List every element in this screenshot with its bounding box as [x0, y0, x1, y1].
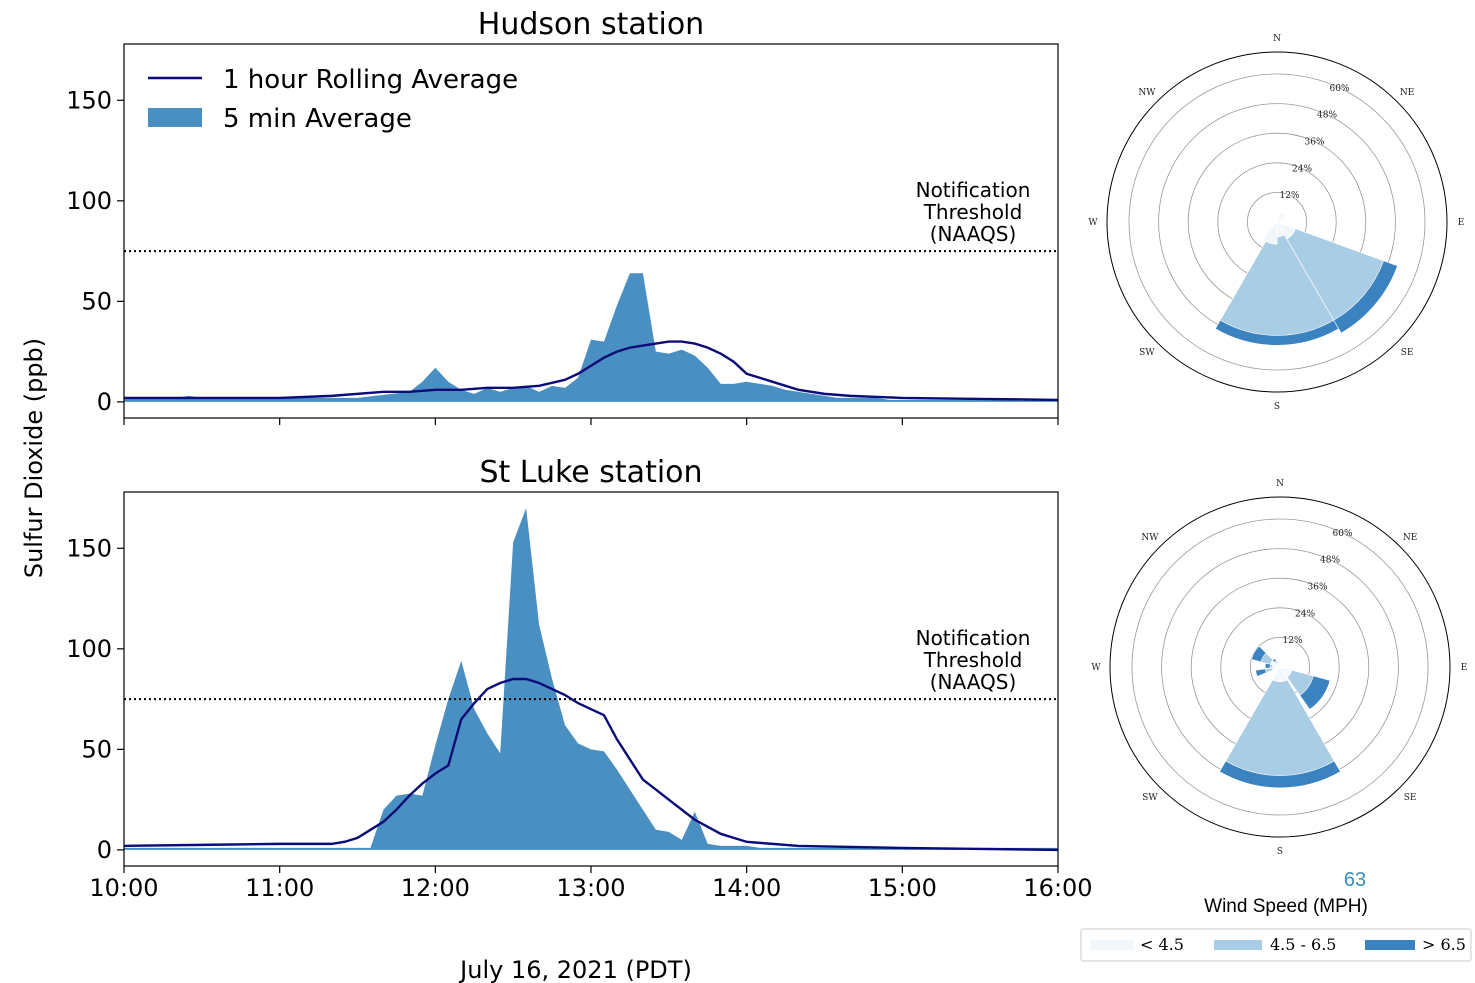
rose-direction-label: S — [1274, 402, 1280, 412]
x-tick-label: 11:00 — [245, 874, 314, 902]
page-number: 63 — [1344, 869, 1366, 891]
rose-sector-mid — [1219, 221, 1335, 336]
rose-ring-label: 24% — [1292, 164, 1312, 174]
rose-direction-label: S — [1277, 847, 1283, 857]
wind-legend-swatch-low — [1090, 940, 1134, 950]
rose-ring — [1128, 73, 1426, 371]
rose-sector-low — [1279, 666, 1293, 678]
rose-direction-label: SW — [1142, 793, 1158, 803]
threshold-label: Notification — [916, 626, 1031, 650]
rose-direction-label: NW — [1138, 88, 1156, 98]
threshold-label: Threshold — [923, 648, 1023, 672]
rose-ring — [1131, 518, 1429, 816]
threshold-label: (NAAQS) — [930, 670, 1017, 694]
y-tick-label: 0 — [97, 388, 112, 416]
rose-ring-label: 12% — [1283, 636, 1303, 646]
y-tick-label: 100 — [66, 187, 112, 215]
rose-ring-label: 36% — [1308, 583, 1328, 593]
x-tick-label: 12:00 — [401, 874, 470, 902]
legend-area-swatch — [148, 108, 202, 127]
hudson-wind-rose: 12% 24% 36% 48% 60% N NE E SE S SW W NW — [1088, 34, 1464, 412]
legend-line-label: 1 hour Rolling Average — [223, 65, 518, 95]
wind-legend-label-mid: 4.5 - 6.5 — [1270, 935, 1336, 954]
area-series-5min — [124, 273, 1058, 402]
wind-legend-title: Wind Speed (MPH) — [1204, 896, 1368, 917]
y-tick-label: 150 — [66, 534, 112, 562]
rose-sector-low — [1272, 664, 1281, 668]
rose-direction-label: SE — [1404, 793, 1417, 803]
chart-title: Hudson station — [478, 7, 704, 42]
threshold-label: (NAAQS) — [930, 222, 1017, 246]
rose-sector-low — [1262, 221, 1278, 245]
rose-direction-label: W — [1088, 218, 1098, 228]
wind-legend-swatch-mid — [1214, 940, 1262, 950]
st-luke-wind-rose: 12% 24% 36% 48% 60% N NE E SE S SW W NW — [1091, 479, 1467, 857]
wind-legend-swatch-high — [1365, 940, 1415, 950]
rose-ring-label: 48% — [1317, 111, 1337, 121]
rose-direction-label: SW — [1139, 348, 1155, 358]
rose-direction-label: NW — [1141, 533, 1159, 543]
wind-legend-label-high: > 6.5 — [1422, 935, 1466, 954]
hudson-chart: Hudson station NotificationThreshold(NAAQ… — [66, 7, 1059, 425]
y-tick-label: 0 — [97, 836, 112, 864]
chart-title: St Luke station — [479, 455, 702, 490]
rose-direction-label: N — [1273, 34, 1281, 44]
rose-sector-low — [1275, 662, 1281, 668]
rose-ring-label: 60% — [1333, 529, 1353, 539]
y-tick-label: 100 — [66, 635, 112, 663]
rose-sector-mid — [1276, 221, 1385, 321]
rose-direction-label: SE — [1401, 348, 1414, 358]
rose-direction-label: NE — [1403, 533, 1417, 543]
x-tick-label: 16:00 — [1023, 874, 1092, 902]
rose-direction-label: NE — [1400, 88, 1414, 98]
st-luke-chart: St Luke station NotificationThreshold(NAA… — [66, 455, 1092, 902]
rose-ring-label: 60% — [1330, 84, 1350, 94]
wind-legend-label-low: < 4.5 — [1140, 935, 1184, 954]
rose-ring-label: 36% — [1305, 138, 1325, 148]
threshold-label: Threshold — [923, 200, 1023, 224]
rose-sector-mid — [1225, 666, 1335, 776]
area-series-5min — [124, 508, 1058, 850]
y-tick-label: 50 — [81, 735, 112, 763]
rose-ring-label: 12% — [1280, 191, 1300, 201]
wind-speed-legend: Wind Speed (MPH) < 4.5 4.5 - 6.5 > 6.5 — [1080, 896, 1472, 962]
rose-ring-label: 24% — [1295, 609, 1315, 619]
rose-sector-low — [1276, 212, 1287, 223]
rose-ring-label: 48% — [1320, 556, 1340, 566]
y-axis-label: Sulfur Dioxide (ppb) — [20, 338, 48, 578]
rose-direction-label: E — [1458, 218, 1465, 228]
line-series-rolling — [124, 340, 1059, 402]
y-tick-label: 50 — [81, 287, 112, 315]
rose-direction-label: W — [1091, 663, 1101, 673]
legend-area-label: 5 min Average — [223, 104, 412, 134]
x-tick-label: 13:00 — [556, 874, 625, 902]
x-tick-label: 10:00 — [89, 874, 158, 902]
line-series-rolling — [123, 677, 1059, 852]
rose-sector-low — [1276, 221, 1296, 240]
x-tick-label: 15:00 — [868, 874, 937, 902]
rose-direction-label: E — [1461, 663, 1468, 673]
x-tick-label: 14:00 — [712, 874, 781, 902]
wind-legend-frame — [1080, 928, 1472, 962]
rose-sector-low — [1272, 666, 1288, 683]
rose-direction-label: N — [1276, 479, 1284, 489]
y-tick-label: 150 — [66, 86, 112, 114]
x-axis-label: July 16, 2021 (PDT) — [458, 956, 692, 983]
threshold-label: Notification — [916, 178, 1031, 202]
